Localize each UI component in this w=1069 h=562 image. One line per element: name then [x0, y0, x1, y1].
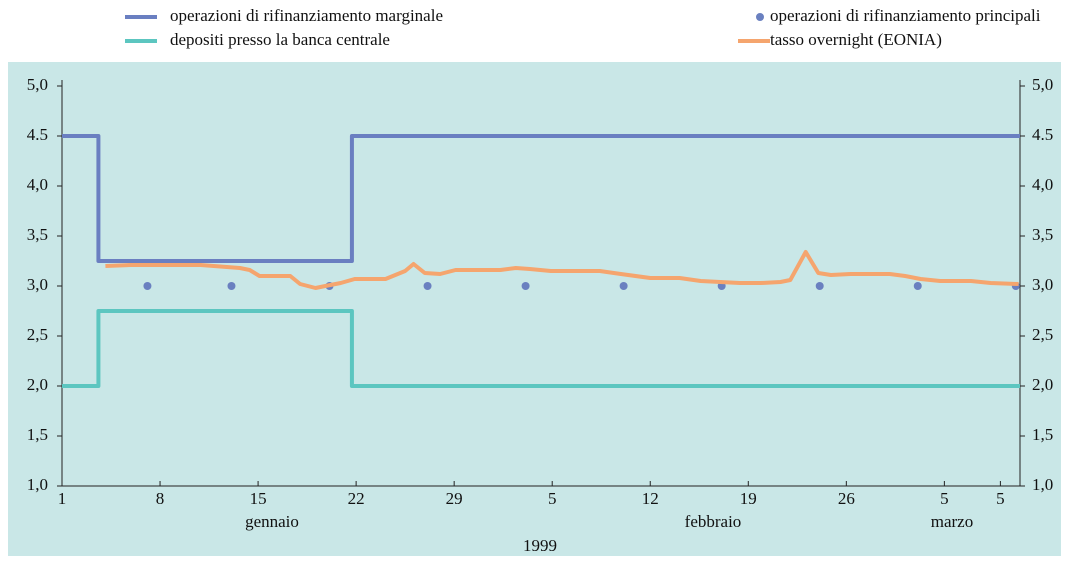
y-tick-label: 2,5: [27, 325, 48, 344]
series-dot: [143, 282, 152, 290]
y2-tick-label: 2,5: [1032, 325, 1053, 344]
y2-tick-label: 3,5: [1032, 225, 1053, 244]
y-tick-label: 1,0: [27, 475, 48, 494]
series-dot: [423, 282, 432, 290]
y-tick-label: 2,0: [27, 375, 48, 394]
x-tick-label: 5: [548, 489, 557, 508]
series-dot: [227, 282, 236, 290]
legend-label: tasso overnight (EONIA): [770, 30, 942, 49]
x-tick-label: 22: [348, 489, 365, 508]
series-dot: [815, 282, 824, 290]
month-label: gennaio: [245, 512, 299, 531]
x-tick-label: 15: [250, 489, 267, 508]
legend-label: operazioni di rifinanziamento principali: [770, 6, 1041, 25]
x-tick-label: 26: [838, 489, 855, 508]
x-tick-label: 12: [642, 489, 659, 508]
y2-tick-label: 3,0: [1032, 275, 1053, 294]
y-tick-label: 3,0: [27, 275, 48, 294]
series-line: [62, 309, 1020, 388]
y-tick-label: 1,5: [27, 425, 48, 444]
y-tick-label: 5,0: [27, 75, 48, 94]
series-dot: [619, 282, 628, 290]
y2-tick-label: 4.5: [1032, 125, 1053, 144]
series-line: [62, 134, 1020, 263]
legend-label: operazioni di rifinanziamento marginale: [170, 6, 443, 25]
series-dot: [521, 282, 530, 290]
series-dot: [913, 282, 922, 290]
y2-tick-label: 4,0: [1032, 175, 1053, 194]
legend-marker: [756, 13, 764, 21]
x-tick-label: 5: [940, 489, 949, 508]
month-label: marzo: [931, 512, 973, 531]
x-tick-label: 19: [740, 489, 757, 508]
y-tick-label: 4.5: [27, 125, 48, 144]
y2-tick-label: 5,0: [1032, 75, 1053, 94]
x-tick-label: 1: [58, 489, 67, 508]
legend-label: depositi presso la banca centrale: [170, 30, 390, 49]
x-tick-label: 5: [996, 489, 1005, 508]
y-tick-label: 3,5: [27, 225, 48, 244]
y2-tick-label: 2,0: [1032, 375, 1053, 394]
x-tick-label: 8: [156, 489, 165, 508]
year-label: 1999: [523, 536, 557, 555]
x-tick-label: 29: [446, 489, 463, 508]
series-line: [105, 250, 1019, 290]
y2-tick-label: 1,5: [1032, 425, 1053, 444]
y-tick-label: 4,0: [27, 175, 48, 194]
month-label: febbraio: [685, 512, 742, 531]
y2-tick-label: 1,0: [1032, 475, 1053, 494]
